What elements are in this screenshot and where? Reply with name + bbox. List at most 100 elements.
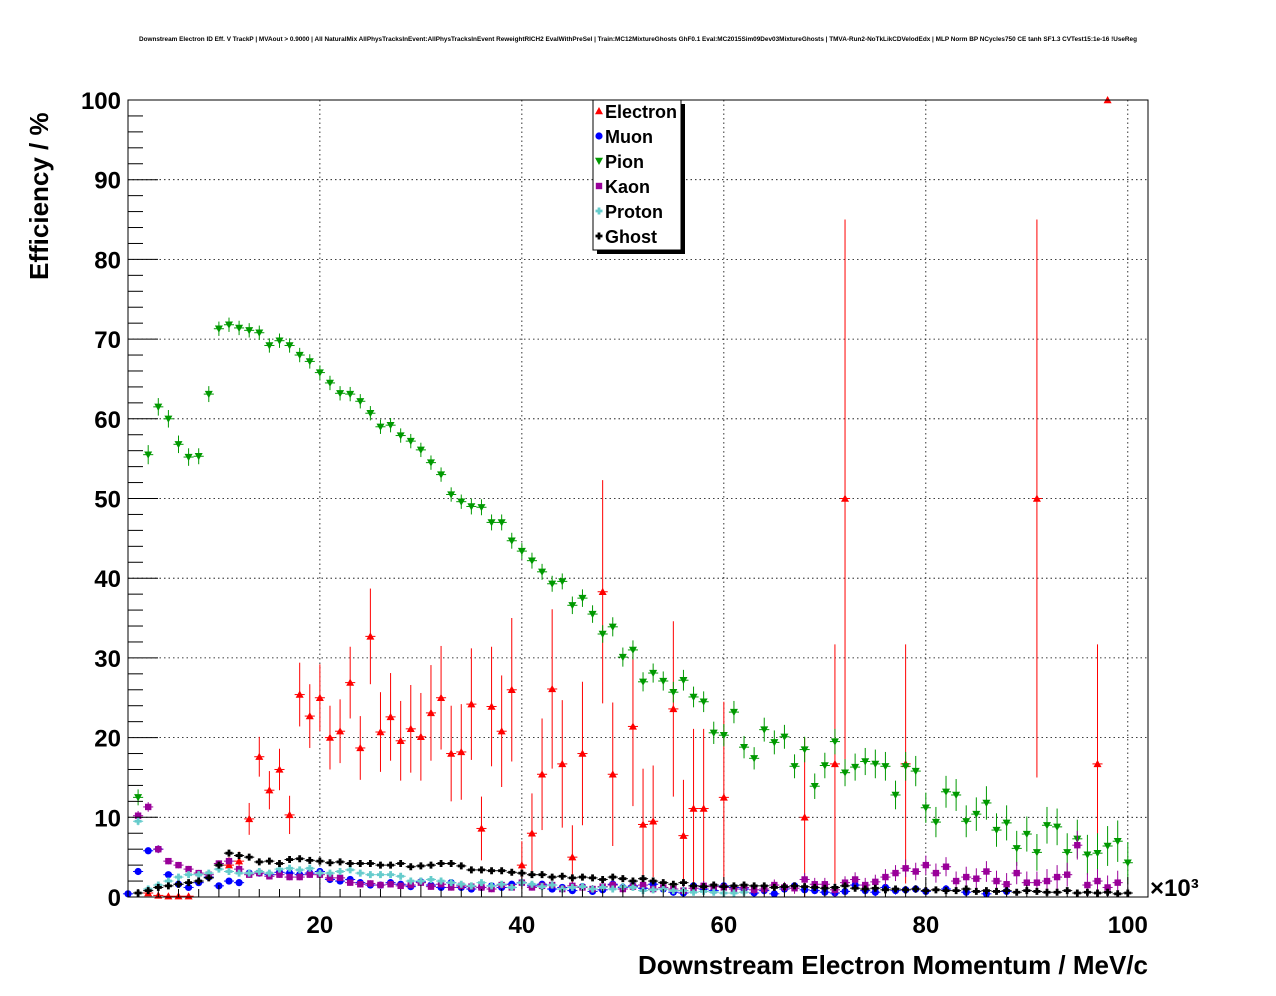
pion-point [244,323,255,338]
electron-marker [325,733,334,741]
pion-point [819,752,830,779]
pion-point [345,386,356,402]
ghost-marker [488,867,496,875]
proton-marker [538,883,546,891]
electron-point [577,681,588,826]
pion-marker [396,432,405,440]
muon-marker [144,847,152,855]
proton-point [254,867,265,875]
y-tick-label: 40 [94,566,121,593]
ghost-marker [518,869,526,877]
ghost-marker [932,886,940,894]
pion-point [1082,834,1093,875]
electron-marker [527,829,536,837]
pion-point [920,792,931,823]
pion-marker [992,826,1001,835]
electron-point [446,705,457,802]
proton-marker [225,867,233,875]
kaon-point [971,868,982,890]
pion-marker [770,739,779,747]
ghost-marker [851,884,859,892]
pion-marker [699,698,708,706]
pion-marker [305,358,314,366]
muon-marker [770,890,778,898]
ghost-point [476,866,487,874]
pion-point [638,672,649,692]
ghost-point [223,849,235,857]
pion-marker [285,342,294,350]
pion-marker [477,504,486,512]
pion-marker [911,767,920,776]
pion-marker [608,623,617,631]
kaon-marker [1084,881,1091,889]
ghost-point [486,867,497,875]
legend-marker [595,207,603,215]
pion-marker [760,726,769,734]
proton-marker [629,883,637,891]
y-tick-label: 90 [94,168,121,195]
pion-marker [416,446,425,454]
proton-point [708,888,719,896]
proton-marker [669,887,677,895]
pion-point [759,717,770,742]
proton-marker [185,871,193,879]
electron-point [486,646,497,767]
pion-point [597,625,608,643]
ghost-point [759,882,770,890]
electron-point [597,480,608,704]
pion-marker [942,788,951,796]
pion-marker [729,708,738,717]
ghost-marker [599,875,607,883]
kaon-marker [447,884,455,891]
pion-point [163,410,174,428]
pion-point [254,325,265,340]
electron-marker [366,632,375,640]
ghost-marker [265,857,273,865]
electron-marker [841,494,850,502]
electron-marker [507,685,516,693]
pion-point [860,747,871,776]
electron-marker [376,728,385,736]
pion-marker [548,580,557,588]
ghost-point [850,884,861,892]
kaon-marker [922,861,930,869]
ghost-point [466,866,477,874]
pion-point [385,418,396,433]
proton-marker [649,886,657,894]
y-tick-label: 80 [94,247,121,274]
kaon-marker [1064,871,1071,878]
ghost-point [617,875,628,883]
kaon-marker [750,886,758,894]
ghost-point [607,873,618,881]
pion-point [799,736,810,763]
kaon-marker [993,877,1000,885]
pion-point [971,797,982,831]
ghost-marker [225,849,233,857]
pion-point [526,552,538,569]
proton-marker [427,875,435,883]
pion-marker [184,453,193,462]
proton-marker [457,880,465,888]
proton-marker [488,882,496,890]
kaon-marker [286,873,293,881]
electron-point [365,588,376,685]
electron-marker [265,786,274,794]
pion-point [749,747,760,770]
kaon-point [153,845,164,854]
proton-marker [528,880,536,888]
kaon-marker [609,881,616,889]
electron-point [314,664,325,732]
pion-point [183,448,194,466]
ghost-marker [498,867,506,875]
ghost-point [769,883,780,891]
electron-point [526,793,538,874]
pion-point [355,394,366,409]
ghost-marker [649,877,657,885]
pion-marker [881,763,890,771]
ghost-marker [993,887,1001,895]
electron-marker [275,765,284,773]
electron-marker [649,817,658,825]
kaon-marker [478,884,485,891]
ghost-point [577,873,588,881]
